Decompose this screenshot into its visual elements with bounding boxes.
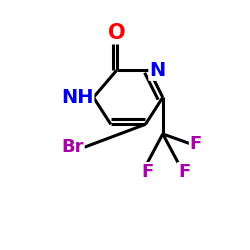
Text: N: N: [149, 61, 166, 80]
Text: Br: Br: [61, 138, 84, 156]
Text: F: F: [141, 163, 154, 181]
Text: O: O: [108, 24, 126, 44]
Text: F: F: [190, 134, 202, 152]
Text: F: F: [178, 163, 190, 181]
Text: NH: NH: [61, 88, 94, 107]
